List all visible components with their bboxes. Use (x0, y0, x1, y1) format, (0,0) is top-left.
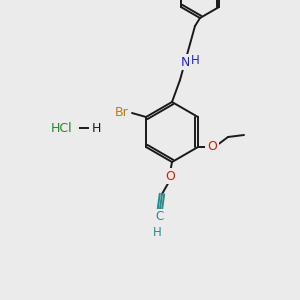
Text: H: H (153, 226, 161, 238)
Text: H: H (190, 55, 200, 68)
Text: C: C (155, 211, 163, 224)
Text: Br: Br (115, 106, 129, 119)
Text: N: N (180, 56, 190, 68)
Text: HCl: HCl (51, 122, 73, 134)
Text: O: O (207, 140, 217, 154)
Text: H: H (91, 122, 101, 134)
Text: O: O (165, 169, 175, 182)
